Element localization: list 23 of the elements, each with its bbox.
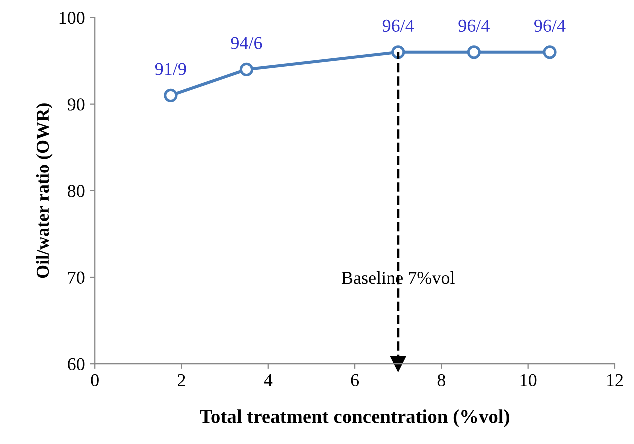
point <box>543 46 557 60</box>
point <box>164 88 178 102</box>
x-tick-label: 6 <box>351 374 360 387</box>
point <box>467 46 481 60</box>
y-tick-label: 70 <box>68 272 85 284</box>
y-axis-title: Oil/water ratio (OWR) <box>36 104 53 278</box>
x-tick-label: 4 <box>264 374 273 386</box>
data-label: 96/4 <box>458 20 490 32</box>
x-tick-label: 10 <box>520 374 537 387</box>
point <box>240 62 254 77</box>
data-label: 96/4 <box>382 20 414 32</box>
x-tick-label: 2 <box>178 374 186 386</box>
data-label: 91/9 <box>155 63 186 76</box>
y-tick-label: 80 <box>68 185 85 198</box>
x-tick-label: 0 <box>91 374 99 387</box>
y-tick-label: 60 <box>68 358 85 371</box>
y-tick-label: 100 <box>60 12 85 24</box>
x-tick-label: 12 <box>608 374 624 386</box>
x-tick-label: 8 <box>438 374 446 387</box>
y-tick-label: 90 <box>68 98 85 111</box>
x-axis-title: Total treatment concentration (%vol) <box>200 410 510 428</box>
data-label: 96/4 <box>534 20 566 32</box>
data-label: 94/6 <box>231 37 262 50</box>
